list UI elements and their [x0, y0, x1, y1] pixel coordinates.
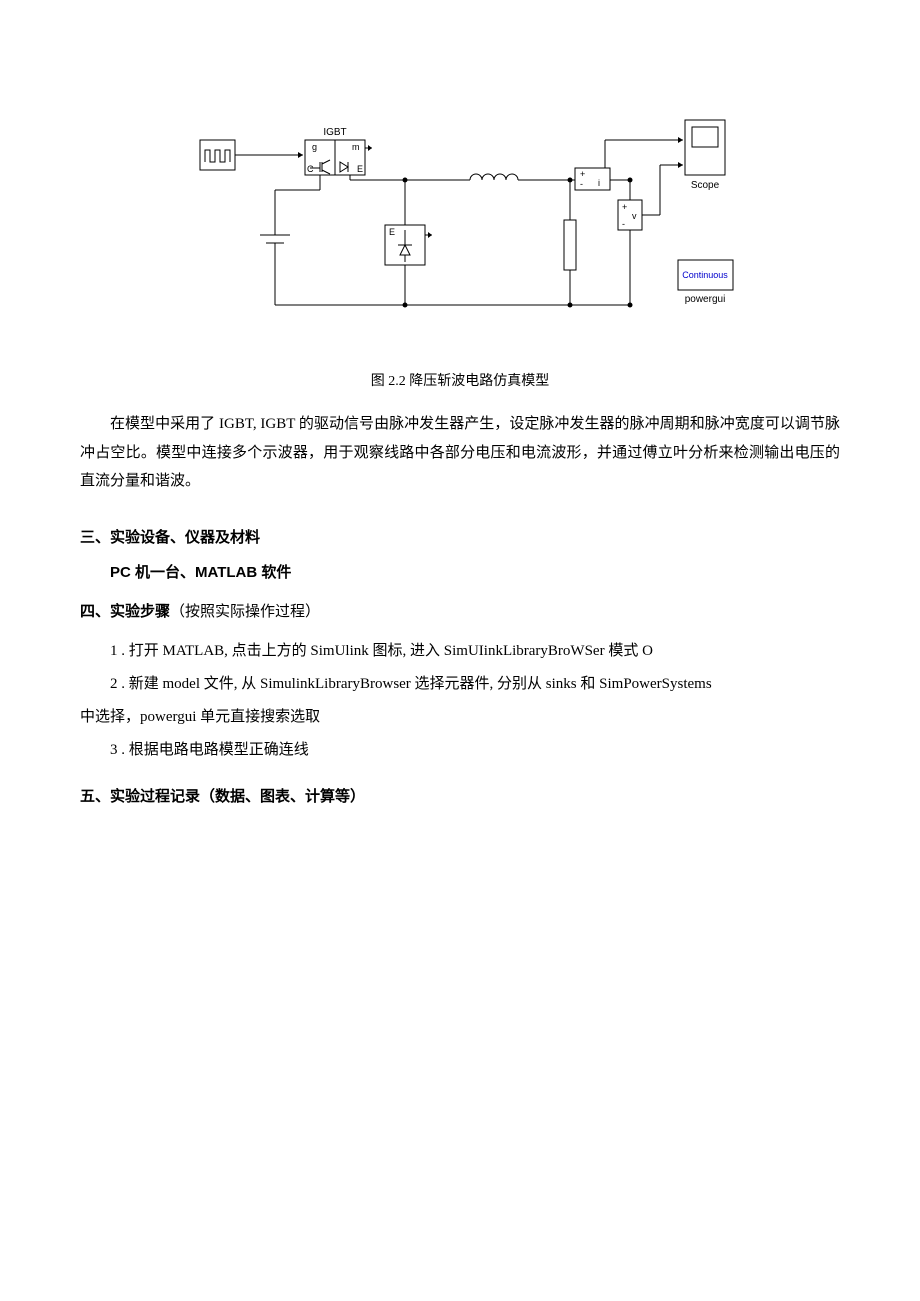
isense-label: i: [598, 178, 600, 188]
step-2-cont: 中选择，powergui 单元直接搜索选取: [80, 701, 840, 734]
scope-label: Scope: [691, 180, 720, 191]
igbt-e-label: E: [357, 164, 363, 174]
isense-plus: +: [580, 169, 585, 179]
figure-caption: 图 2.2 降压斩波电路仿真模型: [80, 370, 840, 390]
equipment-line: PC 机一台、MATLAB 软件: [110, 561, 840, 582]
diode-e-label: E: [389, 227, 395, 237]
vsense-label: v: [632, 211, 637, 221]
step-1: 1 . 打开 MATLAB, 点击上方的 SimUlink 图标, 进入 Sim…: [118, 635, 841, 668]
igbt-g-label: g: [312, 142, 317, 152]
igbt-m-label: m: [352, 142, 360, 152]
vsense-minus: -: [622, 219, 625, 229]
circuit-diagram: IGBT g m C E E + i - + v - Scope Continu…: [180, 100, 740, 350]
body-paragraph: 在模型中采用了 IGBT, IGBT 的驱动信号由脉冲发生器产生，设定脉冲发生器…: [80, 410, 840, 496]
section-5-heading: 五、实验过程记录（数据、图表、计算等）: [80, 785, 840, 806]
section-3-heading: 三、实验设备、仪器及材料: [80, 526, 840, 547]
section-4-paren: （按照实际操作过程）: [170, 604, 320, 620]
section-4-title-text: 四、实验步骤: [80, 604, 170, 620]
powergui-label: powergui: [685, 294, 726, 305]
isense-minus: -: [580, 179, 583, 189]
powergui-mode-label: Continuous: [682, 270, 728, 280]
vsense-plus: +: [622, 202, 627, 212]
igbt-label: IGBT: [323, 127, 346, 138]
step-3: 3 . 根据电路电路模型正确连线: [118, 734, 841, 767]
circuit-diagram-container: IGBT g m C E E + i - + v - Scope Continu…: [80, 100, 840, 350]
igbt-c-label: C: [307, 164, 314, 174]
section-4-heading: 四、实验步骤（按照实际操作过程）: [80, 600, 840, 621]
step-2: 2 . 新建 model 文件, 从 SimulinkLibraryBrowse…: [118, 668, 841, 701]
